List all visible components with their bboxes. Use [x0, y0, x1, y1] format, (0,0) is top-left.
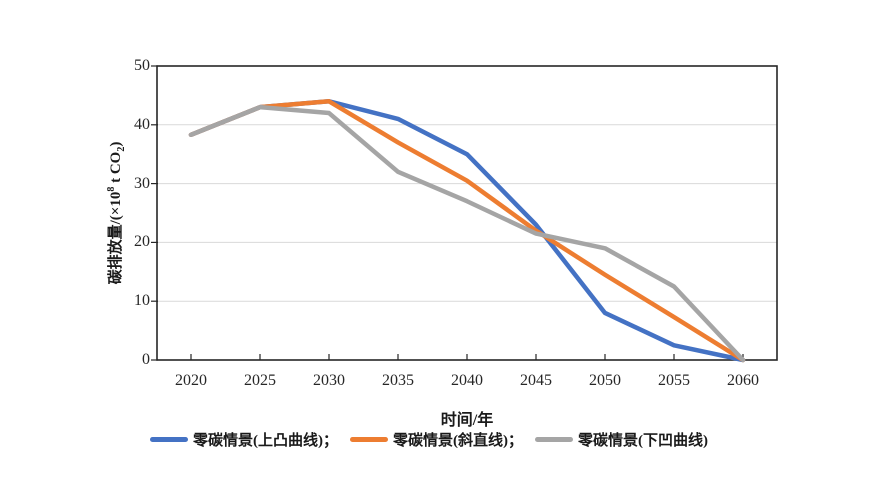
legend-item: 零碳情景(上凸曲线)；	[150, 429, 338, 450]
x-tick-label: 2030	[313, 372, 345, 389]
y-tick-label: 0	[142, 351, 150, 368]
y-tick-label: 30	[134, 174, 150, 192]
x-tick-label: 2050	[589, 372, 621, 389]
y-axis-title-subscript: 2	[116, 146, 127, 152]
y-tick-label: 10	[134, 292, 150, 310]
legend-label: 零碳情景(斜直线)；	[393, 433, 523, 449]
legend-label: 零碳情景(上凸曲线)；	[193, 433, 338, 449]
y-tick-label: 20	[134, 233, 150, 251]
x-tick-label: 2055	[658, 372, 690, 389]
x-tick-label: 2060	[727, 372, 759, 389]
y-tick-label: 40	[134, 115, 150, 133]
x-tick-label: 2045	[520, 372, 552, 389]
chart-legend: 零碳情景(上凸曲线)； 零碳情景(斜直线)； 零碳情景(下凹曲线)	[150, 429, 708, 450]
series-line-1	[188, 99, 746, 363]
x-tick-label: 2025	[244, 372, 276, 389]
legend-line-swatch	[535, 437, 573, 442]
y-axis-title: 碳排放量/(×108 t CO2)	[104, 112, 127, 314]
x-axis-title: 时间/年	[440, 412, 494, 429]
legend-label: 零碳情景(下凹曲线)	[578, 433, 708, 449]
x-tick-label: 2020	[175, 372, 207, 389]
legend-item: 零碳情景(下凹曲线)	[535, 429, 708, 450]
legend-line-swatch	[350, 437, 388, 442]
series-line-0	[188, 99, 746, 363]
legend-item: 零碳情景(斜直线)；	[350, 429, 523, 450]
series-line-2	[188, 104, 746, 363]
y-axis-title-text: )	[108, 141, 124, 147]
x-tick-label: 2040	[451, 372, 483, 389]
x-tick-label: 2035	[382, 372, 414, 389]
legend-line-swatch	[150, 437, 188, 442]
y-tick-label: 50	[134, 57, 150, 74]
